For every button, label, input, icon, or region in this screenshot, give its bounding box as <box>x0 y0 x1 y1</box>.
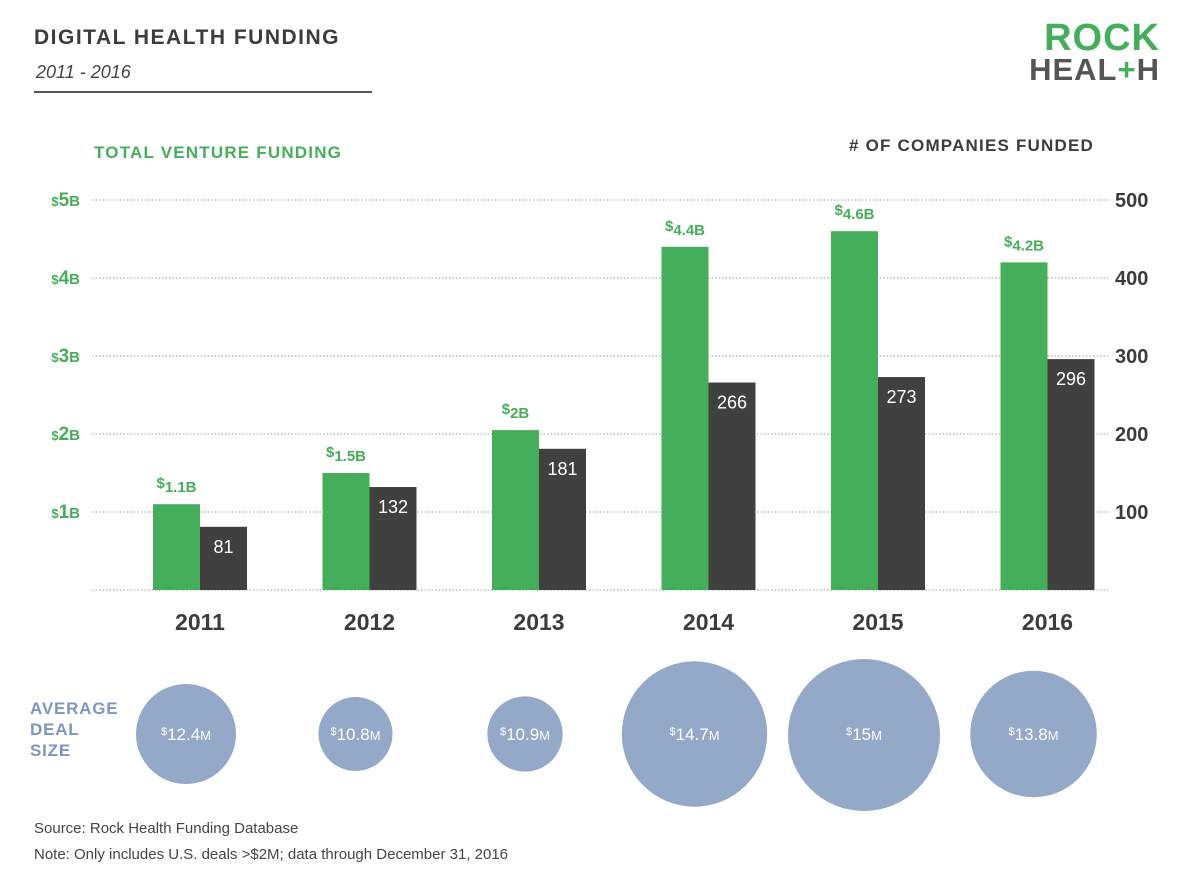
left-tick-label: $5B <box>51 190 80 211</box>
deal-size-axis-label: DEAL <box>30 720 79 739</box>
right-tick-label: 500 <box>1115 190 1148 212</box>
left-tick-label: $1B <box>51 502 80 523</box>
left-axis-title: TOTAL VENTURE FUNDING <box>94 143 342 162</box>
category-label: 2012 <box>344 609 395 635</box>
funding-data-label: $1.5B <box>326 444 366 465</box>
funding-bar <box>661 246 709 591</box>
companies-bar <box>708 382 756 590</box>
companies-bar <box>1047 359 1095 590</box>
chart-subtitle: 2011 - 2016 <box>36 62 131 82</box>
right-tick-label: 300 <box>1115 346 1148 368</box>
companies-bar <box>200 526 247 590</box>
category-label: 2013 <box>513 609 564 635</box>
left-tick-label: $3B <box>51 346 80 367</box>
deal-size-bubble <box>970 670 1097 798</box>
right-tick-label: 100 <box>1115 502 1148 524</box>
logo-line-rock: ROCK <box>1044 17 1160 59</box>
deal-size-bubble <box>136 684 236 784</box>
category-label: 2016 <box>1022 609 1073 635</box>
right-tick-label: 400 <box>1115 268 1148 290</box>
deal-size-bubble <box>788 659 940 811</box>
category-label: 2011 <box>175 609 225 635</box>
deal-size-label: $10.8M <box>330 725 380 744</box>
companies-data-label: 266 <box>717 393 747 413</box>
deal-size-bubble <box>318 697 393 771</box>
deal-size-axis-label: SIZE <box>30 741 71 760</box>
funding-data-label: $4.4B <box>665 218 705 239</box>
source-note: Source: Rock Health Funding Database <box>34 820 299 837</box>
left-tick-label: $2B <box>51 424 80 445</box>
deal-size-label: $12.4M <box>161 725 211 744</box>
companies-data-label: 81 <box>213 537 233 557</box>
funding-bar <box>1000 262 1048 590</box>
funding-bar <box>831 231 878 590</box>
funding-data-label: $4.2B <box>1004 233 1044 254</box>
deal-size-label: $15M <box>846 725 882 744</box>
deal-size-axis-label: AVERAGE <box>30 699 118 718</box>
companies-bar <box>878 377 925 590</box>
companies-data-label: 296 <box>1056 369 1086 389</box>
deal-size-label: $10.9M <box>500 725 550 744</box>
deal-size-label: $13.8M <box>1008 725 1058 744</box>
rock-health-logo: ROCK HEAL+H <box>1010 17 1160 87</box>
right-tick-label: 200 <box>1115 424 1148 446</box>
companies-bar <box>369 487 417 590</box>
deal-size-label: $14.7M <box>669 725 719 744</box>
companies-data-label: 132 <box>378 497 408 517</box>
funding-bar <box>322 473 370 590</box>
left-tick-label: $4B <box>51 268 80 289</box>
category-label: 2015 <box>852 609 903 635</box>
data-note: Note: Only includes U.S. deals >$2M; dat… <box>34 846 509 863</box>
title-underline <box>34 91 372 93</box>
deal-size-bubble <box>487 696 563 772</box>
companies-bar <box>539 448 586 590</box>
funding-bar <box>492 430 539 590</box>
right-axis-title: # OF COMPANIES FUNDED <box>849 136 1094 155</box>
category-label: 2014 <box>683 609 734 635</box>
funding-data-label: $2B <box>502 401 530 422</box>
logo-line-health: HEAL+H <box>1029 52 1160 87</box>
funding-bar <box>153 504 200 590</box>
funding-data-label: $4.6B <box>834 202 874 223</box>
deal-size-bubble <box>621 661 768 807</box>
chart-title: DIGITAL HEALTH FUNDING <box>34 26 340 49</box>
companies-data-label: 273 <box>886 387 916 407</box>
companies-data-label: 181 <box>547 459 577 479</box>
funding-data-label: $1.1B <box>156 475 196 496</box>
